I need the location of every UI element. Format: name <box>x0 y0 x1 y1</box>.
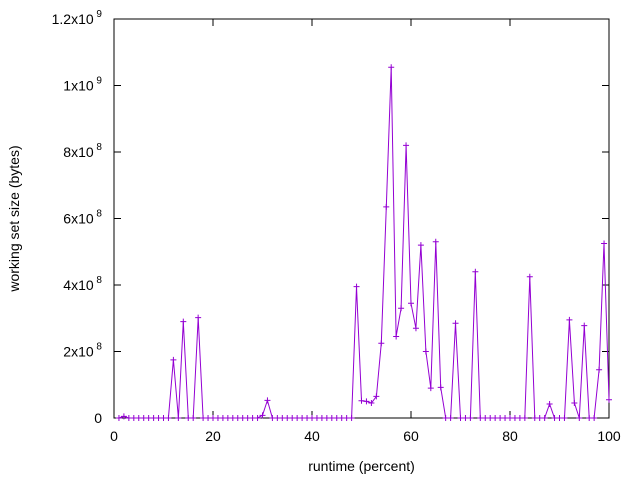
data-point <box>363 398 370 405</box>
data-point <box>403 142 410 149</box>
data-point <box>561 415 568 421</box>
y-tick-label: 1x10 9 <box>63 76 102 94</box>
data-point <box>259 412 266 419</box>
data-point <box>596 366 603 373</box>
data-point <box>408 300 414 307</box>
data-point <box>437 384 444 391</box>
data-point <box>175 415 182 421</box>
data-point <box>601 240 608 247</box>
x-tick-label: 80 <box>502 428 518 444</box>
data-point <box>264 397 271 404</box>
data-point <box>388 64 395 71</box>
data-point <box>195 314 202 321</box>
y-tick-label: 8x10 8 <box>63 142 102 160</box>
data-point <box>254 415 261 421</box>
data-point <box>472 268 479 275</box>
data-point <box>383 203 390 210</box>
data-point <box>591 415 598 421</box>
series-line <box>118 67 610 419</box>
data-point <box>427 385 434 392</box>
series-group <box>115 64 612 421</box>
data-point <box>606 396 612 403</box>
x-tick-label: 20 <box>205 428 221 444</box>
y-axis-title: working set size (bytes) <box>6 145 22 292</box>
data-point <box>576 415 583 421</box>
plot-frame <box>113 18 610 419</box>
data-point <box>566 316 573 323</box>
data-point <box>526 273 533 280</box>
x-tick-label: 60 <box>403 428 419 444</box>
data-point <box>422 348 429 355</box>
data-point <box>398 305 405 312</box>
axes <box>113 18 610 419</box>
data-point <box>452 320 459 327</box>
data-point <box>447 415 454 421</box>
data-point <box>417 242 424 249</box>
y-tick-label: 1.2x10 9 <box>52 9 103 27</box>
data-point <box>467 415 474 421</box>
data-point <box>373 393 380 400</box>
data-point <box>541 415 548 421</box>
data-point <box>432 238 439 245</box>
data-point <box>412 325 419 332</box>
x-axis-title: runtime (percent) <box>308 458 415 474</box>
axis-labels: 0 20 40 60 80 100 0 2x10 8 4x10 8 6x10 8 8x10 8 1x1… <box>6 9 621 474</box>
x-tick-label: 0 <box>110 428 118 444</box>
data-point <box>378 340 385 347</box>
data-point <box>165 415 172 421</box>
data-point <box>115 415 122 421</box>
data-point <box>120 413 127 420</box>
data-point <box>170 356 177 363</box>
data-point <box>581 322 588 329</box>
y-tick-label: 2x10 8 <box>63 342 102 360</box>
data-point <box>393 333 400 340</box>
y-tick-label: 4x10 8 <box>63 275 102 293</box>
data-point <box>546 401 553 408</box>
data-point <box>190 415 197 421</box>
data-point <box>521 415 528 421</box>
data-point <box>358 397 365 404</box>
data-point <box>368 400 375 407</box>
x-tick-label: 100 <box>597 428 621 444</box>
y-tick-label: 0 <box>94 410 102 426</box>
data-point <box>348 415 355 421</box>
data-point <box>571 400 578 407</box>
data-point <box>353 283 360 290</box>
data-point <box>180 318 187 325</box>
y-tick-label: 6x10 8 <box>63 209 102 227</box>
x-tick-label: 40 <box>304 428 320 444</box>
